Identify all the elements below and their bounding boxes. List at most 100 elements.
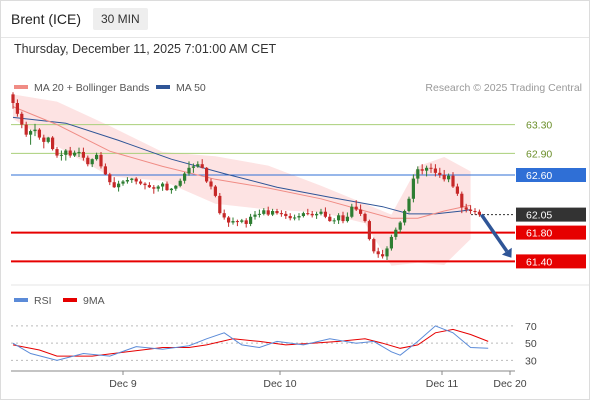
candle — [187, 161, 191, 176]
candle — [99, 151, 103, 169]
level-tag-label: 61.80 — [526, 228, 552, 240]
candle — [253, 211, 257, 220]
candle-body — [398, 222, 402, 230]
candle-body — [464, 207, 468, 210]
candle — [125, 177, 129, 184]
candle — [81, 147, 85, 161]
candle-body — [438, 172, 442, 175]
candle — [205, 167, 209, 183]
candle — [262, 208, 266, 216]
candle — [328, 213, 332, 222]
candle — [235, 219, 239, 227]
candle — [213, 185, 217, 198]
candle — [11, 92, 15, 109]
candle-body — [376, 251, 380, 255]
candle — [460, 191, 464, 214]
candle-body — [275, 211, 279, 214]
candle — [429, 163, 433, 173]
rsi-legend-swatch — [14, 298, 28, 302]
level-tag-label: 62.05 — [526, 210, 552, 222]
candle-body — [433, 168, 437, 173]
candle — [51, 136, 55, 151]
rsi-ma-legend-swatch — [63, 298, 77, 302]
candle-body — [24, 124, 28, 135]
candle-body — [169, 188, 173, 191]
level-tag-box — [516, 207, 586, 222]
rsi-tick-label: 70 — [525, 321, 537, 333]
candle-body — [473, 211, 477, 212]
level-tag-label: 62.90 — [526, 148, 552, 160]
candle-body — [394, 229, 398, 237]
level-tag-box — [516, 254, 586, 269]
candle-body — [143, 183, 147, 186]
candle-body — [112, 182, 116, 188]
candle-body — [288, 216, 292, 219]
candles — [11, 92, 481, 260]
candle — [279, 210, 283, 217]
candle — [90, 158, 94, 168]
level-tag-box — [516, 168, 586, 182]
candle-body — [319, 211, 323, 214]
candle — [121, 180, 125, 186]
candle — [394, 227, 398, 240]
candle — [134, 177, 138, 185]
ma50-legend-swatch — [156, 85, 170, 89]
ma20-legend-swatch — [14, 85, 28, 89]
candle-body — [363, 213, 367, 222]
candle-body — [257, 213, 261, 215]
candle — [372, 237, 376, 254]
candle — [266, 206, 270, 217]
candle — [46, 136, 50, 144]
x-tick-label: Dec 11 — [426, 378, 459, 390]
level-tag-2: 62.60 — [516, 168, 586, 182]
candle-body — [306, 213, 310, 215]
interval-button[interactable]: 30 MIN — [93, 8, 148, 30]
candle-body — [121, 181, 125, 184]
candle — [306, 208, 310, 216]
candle-body — [411, 178, 415, 199]
level-tag-1: 62.90 — [526, 148, 552, 160]
candle-body — [99, 154, 103, 167]
candle — [77, 147, 81, 157]
level-tag-label: 61.40 — [526, 256, 552, 268]
candle — [244, 218, 248, 228]
candle-body — [323, 211, 327, 217]
ma20-legend-label: MA 20 + Bollinger Bands — [34, 82, 149, 94]
candle — [161, 182, 165, 191]
candle — [257, 209, 261, 218]
candle — [323, 207, 327, 219]
candle — [297, 213, 301, 221]
rsi-legend: RSI 9MA — [14, 295, 105, 307]
candle — [174, 185, 178, 191]
candle-body — [249, 216, 253, 224]
candle-body — [108, 174, 112, 183]
candle — [420, 164, 424, 175]
candle-body — [183, 173, 187, 181]
candle-body — [416, 169, 420, 179]
candle — [240, 218, 244, 224]
candle-body — [429, 167, 433, 169]
candle-body — [372, 239, 376, 252]
candle — [319, 208, 323, 216]
candle-body — [345, 216, 349, 222]
candle — [209, 178, 213, 190]
candle-body — [77, 151, 81, 153]
candle-body — [205, 167, 209, 182]
ma50-legend-label: MA 50 — [176, 82, 206, 94]
candle — [416, 166, 420, 184]
candle — [367, 219, 371, 241]
candle-body — [15, 103, 19, 114]
candle-body — [130, 178, 134, 181]
candle-body — [297, 216, 301, 218]
candle-body — [209, 181, 213, 187]
candle-body — [425, 167, 429, 171]
candle-body — [117, 183, 121, 188]
candle-body — [90, 159, 94, 165]
candle — [315, 211, 319, 219]
candle — [55, 146, 59, 158]
candle-body — [37, 129, 41, 138]
projection-arrow-head — [501, 247, 512, 258]
candle-body — [244, 220, 248, 224]
candle-body — [284, 213, 288, 217]
candle — [20, 111, 24, 129]
